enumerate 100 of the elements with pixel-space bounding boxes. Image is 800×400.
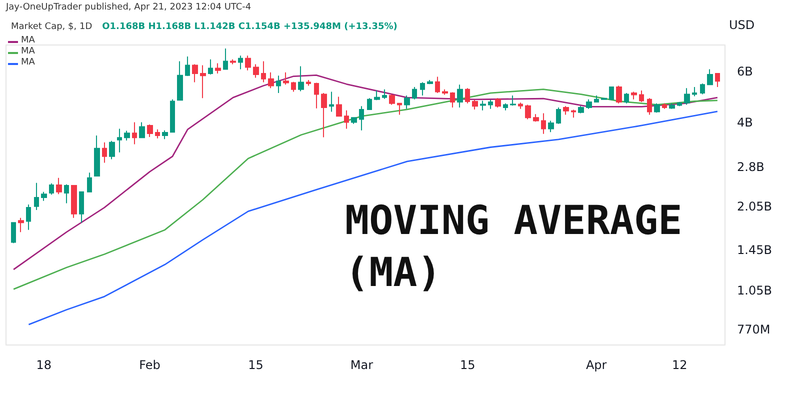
candlestick [647,98,652,116]
candlestick [601,97,607,100]
x-tick-label: Feb [139,358,160,372]
candlestick [26,204,31,230]
candlestick [480,100,486,111]
candlestick [223,48,228,70]
candlestick [124,130,130,142]
candlestick [662,102,667,110]
candlestick [389,94,395,106]
candlestick [586,98,592,110]
candlestick [314,82,319,109]
candlestick [155,128,160,139]
candlestick [571,109,576,118]
candlestick [261,60,266,83]
chart-subtitle: O1.168B H1.168B L1.142B C1.154B +135.948M (+13.35%) [102,22,398,32]
candlestick [351,117,357,124]
candlestick [556,107,561,124]
candlestick [56,177,62,195]
candlestick [541,112,546,134]
candlestick [192,64,198,83]
candlestick [374,90,380,101]
legend-label: MA [21,36,36,46]
candlestick [472,99,478,110]
candlestick [245,55,251,71]
y-tick-label: 2.8B [737,160,764,174]
x-tick-label: 15 [460,358,476,372]
candlestick [185,56,190,77]
candlestick [321,92,327,138]
candlestick [344,110,349,130]
y-axis-title: USD [729,18,755,32]
candlestick [177,60,183,101]
candlestick [298,66,304,92]
candlestick [117,128,122,153]
candlestick [102,142,107,164]
candlestick [563,106,569,116]
candlestick [253,64,259,78]
candlestick [684,88,690,106]
candlestick [412,86,417,100]
candlestick [404,95,410,110]
y-tick-label: 2.05B [737,199,772,214]
candlestick [435,76,440,94]
candlestick [510,95,516,106]
candlestick [578,106,584,114]
x-tick-label: Mar [350,358,374,372]
candlestick [306,80,311,86]
candlestick [170,98,175,133]
candlestick [594,95,599,103]
candlestick [18,217,24,233]
candlestick [208,58,213,76]
candlestick [336,96,342,117]
candlestick [238,55,243,70]
y-tick-label: 6B [737,64,753,78]
legend-label: MA [21,46,36,56]
candlestick [450,92,455,108]
x-tick-label: 12 [672,358,688,372]
candlestick [609,86,614,101]
candlestick [200,64,206,99]
candlestick [525,104,531,120]
y-tick-label: 1.05B [737,283,772,298]
candlestick [700,82,705,95]
y-tick-label: 770M [737,322,770,336]
candlestick [624,92,629,104]
candlestick [382,88,387,100]
candlestick [268,72,274,89]
candlestick [329,91,334,112]
candlestick [87,172,92,192]
candlestick [533,114,539,122]
candlestick [548,120,554,133]
candlestick [162,130,168,140]
candlestick [359,106,364,131]
candlestick [215,62,221,74]
candlestick [457,84,463,108]
candlestick [465,88,470,104]
candlestick [639,90,644,103]
candlestick [495,98,501,108]
candlestick [654,102,660,114]
candlestick [147,124,153,138]
x-tick-label: 15 [248,358,264,372]
candlestick [715,72,720,88]
candlestick [427,80,433,85]
candlestick [367,98,372,110]
candlestick [616,85,622,104]
candlestick [49,182,54,196]
candlestick [488,99,493,110]
candlestick [276,75,281,94]
candlestick [442,88,448,96]
candlestick [79,191,84,224]
y-tick-label: 1.45B [737,242,772,257]
annotation: MOVING AVERAGE (MA) [345,198,706,296]
candlestick [692,86,697,97]
x-tick-label: Apr [586,358,607,372]
candlestick [34,182,39,211]
candlestick [64,184,69,204]
chart-title: Market Cap, $, 1D [11,22,92,32]
candlestick [109,140,115,160]
candlestick [11,222,16,244]
x-tick-label: 18 [36,358,52,372]
candlestick [291,81,296,92]
candlestick [230,58,236,65]
candlestick [669,102,675,110]
